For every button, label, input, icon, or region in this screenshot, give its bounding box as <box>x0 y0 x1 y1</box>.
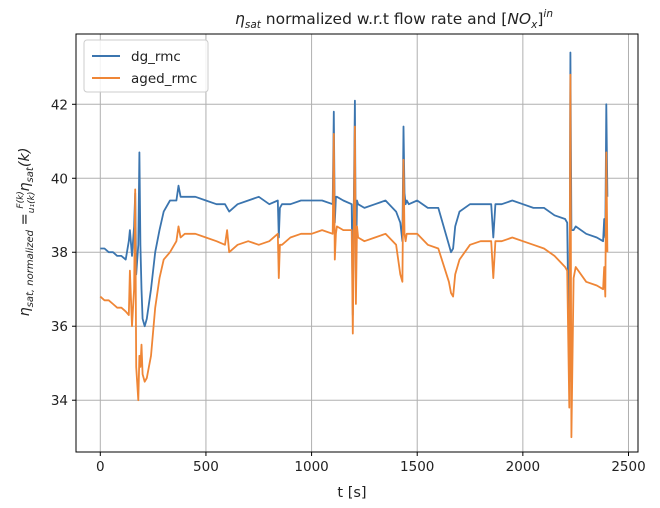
legend-label-dg-rmc: dg_rmc <box>131 49 181 65</box>
svg-text:ηsat, normalized = F(k)u₁(k)ηs: ηsat, normalized = F(k)u₁(k)ηsat(k) <box>16 147 37 316</box>
y-tick-label: 38 <box>51 245 68 261</box>
x-axis-label: t [s] <box>337 485 366 501</box>
plot-area <box>75 33 639 453</box>
x-tick-label: 2500 <box>611 459 645 475</box>
x-tick-label: 1500 <box>400 459 434 475</box>
y-tick-label: 34 <box>51 393 68 409</box>
legend-label-aged-rmc: aged_rmc <box>131 71 197 87</box>
series-layer <box>99 51 609 439</box>
x-tick-label: 0 <box>96 459 105 475</box>
y-tick-label: 42 <box>51 97 68 113</box>
x-tick-label: 500 <box>193 459 219 475</box>
chart-title: ηsat normalized w.r.t flow rate and [NOx… <box>235 8 553 31</box>
x-tick-label: 1000 <box>294 459 328 475</box>
series-line-aged-rmc <box>99 73 609 439</box>
x-tick-label: 2000 <box>506 459 540 475</box>
y-tick-label: 40 <box>51 171 68 187</box>
y-axis-label: ηsat, normalized = F(k)u₁(k)ηsat(k) <box>16 147 37 316</box>
y-tick-label: 36 <box>51 319 68 335</box>
series-line-dg-rmc <box>100 51 609 383</box>
ticks: 0 500 1000 1500 2000 2500 34 36 38 40 42 <box>51 97 646 475</box>
legend: dg_rmc aged_rmc <box>83 39 209 93</box>
